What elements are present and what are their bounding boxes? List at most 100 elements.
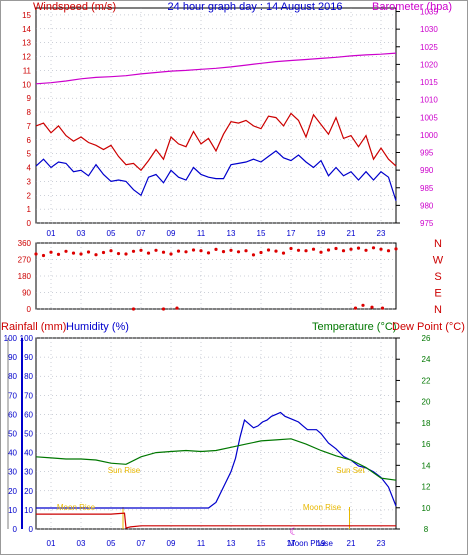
temperature-tick-label: 10 xyxy=(422,504,431,513)
x-tick-label: 05 xyxy=(107,229,116,238)
sun_rise-label: Sun Rise xyxy=(108,466,141,475)
direction-panel-grid xyxy=(36,242,396,310)
barometer-axis-label: Barometer (hpa) xyxy=(372,1,452,13)
direction-point xyxy=(161,250,166,254)
direction-point xyxy=(304,249,308,253)
direction-point xyxy=(56,252,61,256)
x-tick-label: 01 xyxy=(47,539,56,548)
x-tick-label: 17 xyxy=(287,229,296,238)
x-tick-label: 03 xyxy=(77,539,86,548)
rain-tick-label: 100 xyxy=(4,334,18,343)
chart-title: 24 hour graph day : 14 August 2016 xyxy=(168,1,343,13)
right-tick-label: 1020 xyxy=(420,60,438,69)
humidity-tick-label: 100 xyxy=(20,334,34,343)
wind-panel-grid xyxy=(36,8,396,224)
direction-panel-axes: 0 N 90 E 180 S 270 W 360 N xyxy=(18,238,444,316)
avg_wind-line xyxy=(35,150,397,201)
compass-label: N xyxy=(434,304,442,316)
x-tick-label: 07 xyxy=(137,229,146,238)
gust-line xyxy=(35,112,397,172)
rain-tick-label: 70 xyxy=(8,391,17,400)
direction-point xyxy=(251,253,256,257)
direction-point xyxy=(146,251,151,255)
direction-point xyxy=(326,248,331,252)
moon_rise-label: Moon Rise xyxy=(57,503,96,512)
compass-label: W xyxy=(433,255,444,267)
right-tick-label: 980 xyxy=(420,201,434,210)
temperature-axis-label: Temperature (°C) xyxy=(312,321,396,333)
right-tick-label: 985 xyxy=(420,184,434,193)
direction-point xyxy=(131,307,136,311)
climate-panel-series xyxy=(35,411,397,529)
moon-icon: ☾ xyxy=(290,527,299,538)
direction-point xyxy=(175,306,179,310)
x-tick-label: 17 xyxy=(287,539,296,548)
direction-point xyxy=(191,248,196,252)
direction-point xyxy=(289,246,293,251)
right-tick-label: 1030 xyxy=(420,25,438,34)
direction-point xyxy=(266,248,271,252)
humidity-axis-label: Humidity (%) xyxy=(66,321,129,333)
rain-tick-label: 80 xyxy=(8,372,17,381)
rain-tick-label: 30 xyxy=(8,468,17,477)
right-tick-label: 975 xyxy=(420,219,434,228)
moon_set-label: Moon Rise xyxy=(303,503,342,512)
humidity-tick-label: 90 xyxy=(24,353,33,362)
right-tick-label: 1005 xyxy=(420,113,438,122)
x-tick-label: 15 xyxy=(257,229,266,238)
direction-point xyxy=(139,248,143,252)
right-tick-label: 990 xyxy=(420,166,434,175)
x-tick-label: 13 xyxy=(227,229,236,238)
direction-point xyxy=(34,252,38,256)
direction-point xyxy=(334,246,338,251)
right-tick-label: 1000 xyxy=(420,131,438,140)
barometer-line xyxy=(35,52,397,85)
direction-point xyxy=(259,250,263,255)
left-tick-label: 9 xyxy=(27,94,32,103)
direction-point xyxy=(236,250,241,254)
temperature-tick-label: 14 xyxy=(422,461,431,470)
wind-panel-axes: 0123456789101112131415975980985990995100… xyxy=(22,8,438,238)
direction-point xyxy=(356,246,361,250)
direction-point xyxy=(101,250,106,255)
direction-point xyxy=(394,247,398,251)
temperature-tick-label: 8 xyxy=(424,525,429,534)
x-tick-label: 03 xyxy=(77,229,86,238)
x-tick-label: 19 xyxy=(317,539,326,548)
left-tick-label: 13 xyxy=(22,39,31,48)
rain-tick-label: 60 xyxy=(8,410,17,419)
direction-panel-series xyxy=(34,246,398,311)
direction-point xyxy=(199,249,203,253)
direction-point xyxy=(371,246,376,250)
direction-point xyxy=(176,249,181,253)
left-tick-label: 15 xyxy=(22,11,31,20)
x-tick-label: 23 xyxy=(377,539,386,548)
humidity-tick-label: 50 xyxy=(24,430,33,439)
direction-point xyxy=(49,250,53,254)
direction-point xyxy=(380,306,385,310)
left-tick-label: 2 xyxy=(27,191,32,200)
direction-point xyxy=(131,249,136,253)
x-tick-label: 19 xyxy=(317,229,326,238)
x-tick-label: 09 xyxy=(167,539,176,548)
right-tick-label: 995 xyxy=(420,149,434,158)
left-tick-label: 5 xyxy=(27,150,32,159)
direction-point xyxy=(206,251,211,255)
direction-point xyxy=(319,250,323,254)
right-tick-label: 1025 xyxy=(420,43,438,52)
left-tick-label: 180 xyxy=(18,272,32,281)
left-tick-label: 3 xyxy=(27,177,32,186)
direction-point xyxy=(124,252,128,256)
left-tick-label: 14 xyxy=(22,25,31,34)
left-tick-label: 270 xyxy=(18,256,32,265)
x-tick-label: 21 xyxy=(347,539,356,548)
direction-point xyxy=(274,249,278,253)
temperature-tick-label: 22 xyxy=(422,376,431,385)
direction-point xyxy=(41,253,46,258)
direction-point xyxy=(349,247,353,251)
left-tick-label: 360 xyxy=(18,239,32,248)
direction-point xyxy=(71,251,76,255)
